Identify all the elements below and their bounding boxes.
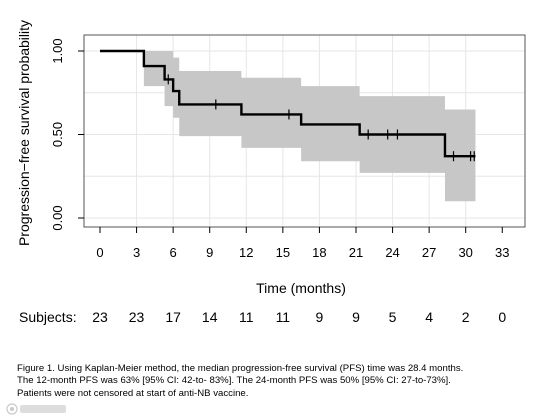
x-tick-label: 6 [170,245,177,260]
y-tick-label: 0.50 [50,122,65,147]
risk-count: 9 [316,309,324,325]
x-tick-label: 30 [458,245,472,260]
risk-count: 17 [165,309,181,325]
figure-caption: Figure 1. Using Kaplan-Meier method, the… [17,363,532,400]
caption-line-2: The 12-month PFS was 63% [95% CI: 42-to-… [17,375,451,387]
x-tick-label: 27 [422,245,436,260]
x-axis-label: Time (months) [256,280,346,296]
risk-count: 11 [276,309,291,325]
risk-count: 9 [352,309,360,325]
confidence-band-area [100,51,476,202]
risk-table-label: Subjects: [19,309,77,325]
plot-frame [83,34,526,228]
survival-line [100,49,476,158]
risk-count: 4 [425,309,433,325]
risk-count: 14 [202,309,218,325]
x-tick-label: 18 [312,245,326,260]
x-tick-label: 21 [349,245,363,260]
risk-count: 0 [498,309,506,325]
survival-curve [100,49,476,158]
x-tick-label: 3 [133,245,140,260]
x-axis: 0 3 6 9 12 15 18 21 24 27 30 33 [96,227,510,260]
x-tick-label: 15 [276,245,290,260]
risk-table: Subjects: 23 23 17 14 11 11 9 9 5 4 2 0 [19,309,506,325]
x-tick-label: 33 [495,245,509,260]
km-chart: 0 3 6 9 12 15 18 21 24 27 30 33 0.000.501.00 Time (… [16,20,526,325]
y-axis: 0.00 0.50 1.00 [50,38,84,231]
risk-count: 5 [389,309,397,325]
x-tick-label: 24 [385,245,399,260]
x-tick-label: 0 [96,245,103,260]
y-tick-label: 1.00 [50,38,65,63]
confidence-band [100,51,476,202]
risk-count: 23 [129,309,145,325]
x-tick-label: 12 [239,245,253,260]
caption-line-3: Patients were not censored at start of a… [17,387,249,399]
watermark-logo [6,403,66,415]
risk-count: 2 [462,309,470,325]
y-axis-label: Progression−free survival probability [16,20,32,246]
x-tick-label: 9 [206,245,213,260]
y-tick-label: 0.00 [50,205,65,230]
risk-count: 23 [92,309,108,325]
censor-marks [167,74,475,162]
caption-line-1: Figure 1. Using Kaplan-Meier method, the… [17,363,464,374]
risk-count: 11 [239,309,254,325]
